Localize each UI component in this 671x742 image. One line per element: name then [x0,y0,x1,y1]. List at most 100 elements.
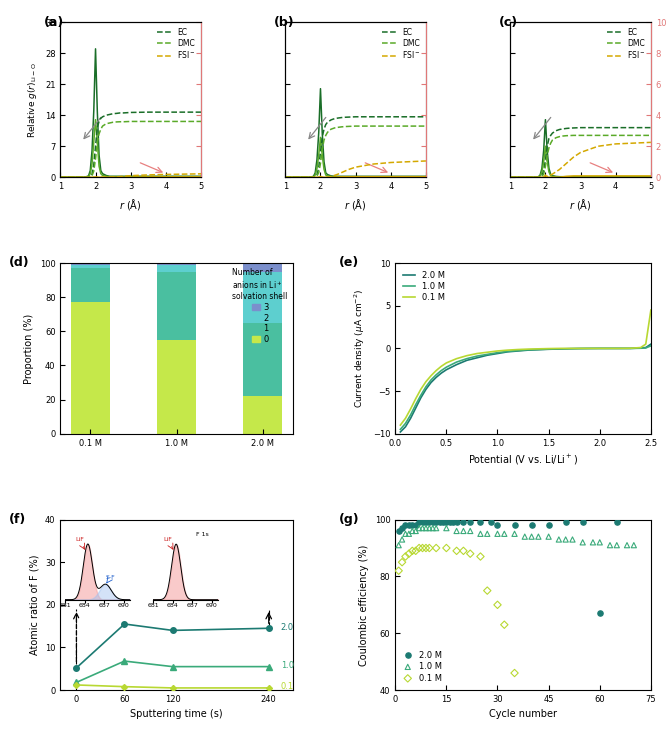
Text: 0.1: 0.1 [280,682,294,691]
2.0 M [492,519,503,531]
2.0 M [544,519,554,531]
0.1 M [565,344,573,353]
1.0 M [629,539,639,551]
0.1 M [417,385,425,394]
0.1 M [463,351,471,360]
0.1 M [427,371,435,380]
2.0 M [526,519,537,531]
1.0 M [567,533,578,545]
0.1 M [493,347,501,355]
0.1 M [451,545,462,556]
Legend: 3, 2, 1, 0: 3, 2, 1, 0 [231,267,289,345]
1.0 M [565,344,573,353]
Bar [244,263,282,272]
1.0 M [401,419,409,428]
1.0 M [544,531,554,542]
2.0 M [411,519,421,531]
0.1 M [514,345,522,354]
2.0 M [417,516,428,528]
0.1 M [407,545,417,556]
2.0 M [407,519,417,531]
2.0 M [458,516,469,528]
0.1 M [473,349,481,358]
2.0 M [401,422,409,431]
0.1 M [422,377,430,386]
1.0 M [427,375,435,384]
2.0 M [611,516,622,528]
2.0 M [485,516,496,528]
0.1 M [616,344,624,353]
0.1 M [641,340,650,349]
1.0 M [509,528,520,539]
2.0 M [465,516,476,528]
0.1 M [411,545,421,556]
0.1 M [403,548,414,559]
1.0 M [534,345,542,354]
2.0 M [647,340,655,349]
Legend: 2.0 M, 1.0 M, 0.1 M: 2.0 M, 1.0 M, 0.1 M [399,647,446,686]
Y-axis label: Coulombic efficiency (%): Coulombic efficiency (%) [359,544,369,666]
0.1 M [412,394,420,403]
0.1 M [475,551,486,562]
2.0 M [575,344,583,353]
0.1 M [400,551,411,562]
1.0 M [403,528,414,539]
0.1 M [483,348,491,357]
1.0 M [577,536,588,548]
0.1 M [499,619,510,631]
0.1 M [401,414,409,423]
1.0 M [437,366,446,375]
Bar [244,396,282,433]
0.1 M [397,556,407,568]
0.1 M [397,421,405,430]
Legend: 2.0 M, 1.0 M, 0.1 M: 2.0 M, 1.0 M, 0.1 M [399,267,448,305]
1.0 M [526,531,537,542]
2.0 M [577,516,588,528]
1.0 M [641,344,650,352]
1.0 M [417,522,428,534]
Bar [71,263,110,265]
1.0 M [463,354,471,363]
1.0 M [482,528,493,539]
1.0 M [611,539,622,551]
2.0 M [641,343,650,352]
Bar [71,269,110,303]
2.0 M [555,344,563,353]
2.0 M [427,516,438,528]
1.0 M [431,522,442,534]
Bar [157,263,196,265]
2.0 M [431,516,442,528]
Bar [157,265,196,272]
1.0 M [637,344,645,352]
Y-axis label: Atomic ratio of F (%): Atomic ratio of F (%) [30,554,40,655]
2.0 M [417,393,425,402]
2.0 M [422,385,430,394]
0.1 M [586,344,594,353]
1.0 M [621,539,632,551]
0.1 M [421,542,431,554]
Text: (c): (c) [499,16,518,29]
2.0 M [483,351,491,360]
2.0 M [434,516,445,528]
2.0 M [393,525,404,537]
2.0 M [451,516,462,528]
1.0 M [422,382,430,391]
Bar [71,265,110,269]
1.0 M [407,525,417,537]
1.0 M [451,525,462,537]
Legend: EC, DMC, FSI$^-$: EC, DMC, FSI$^-$ [156,26,197,62]
1.0 M [397,425,405,434]
2.0 M [441,516,452,528]
1.0 M [616,344,624,353]
1.0 M [441,522,452,534]
X-axis label: Potential (V vs. Li/Li$^+$): Potential (V vs. Li/Li$^+$) [468,453,578,467]
2.0 M [627,344,635,353]
X-axis label: $r$ (Å): $r$ (Å) [119,197,142,211]
2.0 M [493,349,501,358]
2.0 M [560,516,571,528]
0.1 M [458,545,469,556]
Y-axis label: Current density ($\mu$A cm$^{-2}$): Current density ($\mu$A cm$^{-2}$) [353,289,367,408]
2.0 M [424,516,435,528]
0.1 M [575,344,583,353]
0.1 M [407,404,415,413]
